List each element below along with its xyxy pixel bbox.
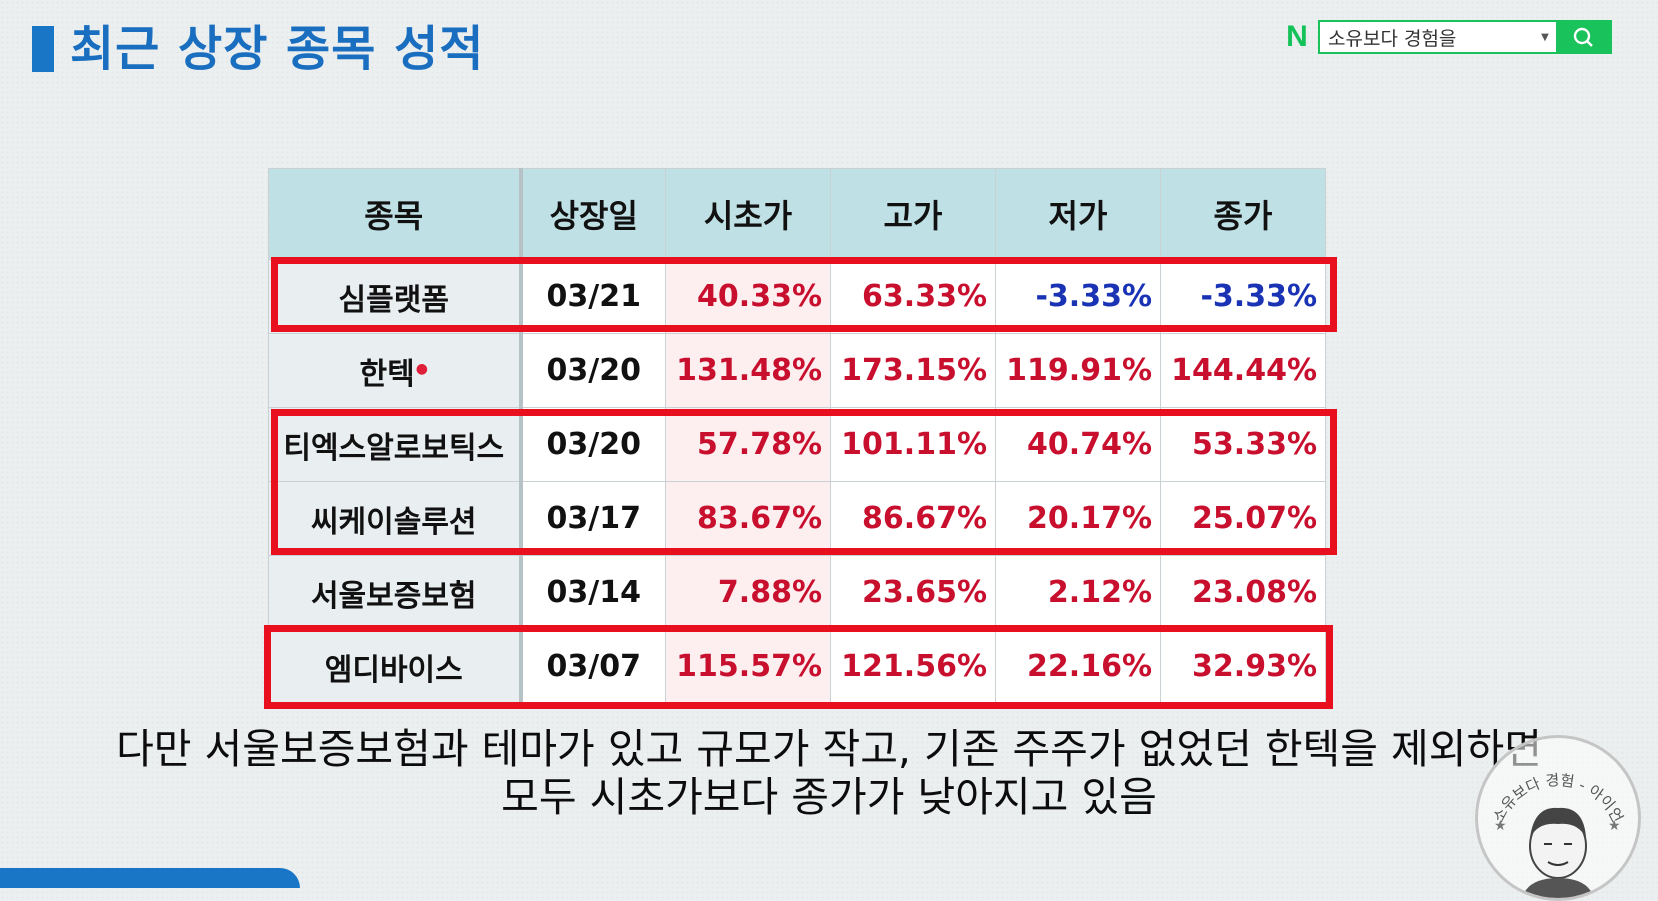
listing-date: 03/20 bbox=[520, 333, 666, 408]
table-row: 심플랫폼 03/21 40.33% 63.33% -3.33% -3.33% bbox=[268, 259, 1326, 334]
table-row: 서울보증보험 03/14 7.88% 23.65% 2.12% 23.08% bbox=[268, 555, 1326, 630]
close-change: 23.08% bbox=[1160, 555, 1326, 630]
stock-name: 티엑스알로보틱스 bbox=[268, 407, 523, 482]
high-change: 63.33% bbox=[830, 259, 996, 334]
low-change: 2.12% bbox=[995, 555, 1161, 630]
star-icon: ★ bbox=[1494, 818, 1507, 834]
search-button[interactable] bbox=[1556, 22, 1610, 52]
low-change: 119.91% bbox=[995, 333, 1161, 408]
open-change: 115.57% bbox=[665, 629, 831, 704]
search-box[interactable]: 소유보다 경험을 ▼ bbox=[1318, 20, 1612, 54]
stock-name: 엠디바이스 bbox=[268, 629, 523, 704]
open-change: 7.88% bbox=[665, 555, 831, 630]
page-title: 최근 상장 종목 성적 bbox=[70, 21, 485, 77]
ipo-results-table-container: 종목 상장일 시초가 고가 저가 종가 심플랫폼 03/21 40.33% 63… bbox=[268, 168, 1326, 704]
low-change: 22.16% bbox=[995, 629, 1161, 704]
open-change: 83.67% bbox=[665, 481, 831, 556]
open-change: 40.33% bbox=[665, 259, 831, 334]
naver-search-widget: N 소유보다 경험을 ▼ bbox=[1282, 20, 1612, 54]
title-accent-bar bbox=[32, 26, 54, 72]
search-icon bbox=[1573, 27, 1593, 47]
header-low-price: 저가 bbox=[995, 168, 1161, 260]
open-change: 131.48% bbox=[665, 333, 831, 408]
close-change: -3.33% bbox=[1160, 259, 1326, 334]
listing-date: 03/17 bbox=[520, 481, 666, 556]
star-icon: ★ bbox=[1608, 818, 1621, 834]
table-row: 티엑스알로보틱스 03/20 57.78% 101.11% 40.74% 53.… bbox=[268, 407, 1326, 482]
high-change: 173.15% bbox=[830, 333, 996, 408]
close-change: 25.07% bbox=[1160, 481, 1326, 556]
ipo-results-table: 종목 상장일 시초가 고가 저가 종가 심플랫폼 03/21 40.33% 63… bbox=[268, 168, 1326, 704]
search-input[interactable]: 소유보다 경험을 bbox=[1328, 27, 1457, 50]
low-change: 20.17% bbox=[995, 481, 1161, 556]
stock-name: 한텍● bbox=[268, 333, 523, 408]
high-change: 121.56% bbox=[830, 629, 996, 704]
stock-name-text: 한텍 bbox=[359, 356, 415, 392]
caption-line-1: 다만 서울보증보험과 테마가 있고 규모가 작고, 기존 주주가 없었던 한텍을… bbox=[116, 725, 1542, 773]
high-change: 23.65% bbox=[830, 555, 996, 630]
table-row: 한텍● 03/20 131.48% 173.15% 119.91% 144.44… bbox=[268, 333, 1326, 408]
header-listing-date: 상장일 bbox=[520, 168, 666, 260]
header-close-price: 종가 bbox=[1160, 168, 1326, 260]
close-change: 144.44% bbox=[1160, 333, 1326, 408]
table-row: 엠디바이스 03/07 115.57% 121.56% 22.16% 32.93… bbox=[268, 629, 1326, 704]
stock-name: 서울보증보험 bbox=[268, 555, 523, 630]
header-high-price: 고가 bbox=[830, 168, 996, 260]
listing-date: 03/21 bbox=[520, 259, 666, 334]
listing-date: 03/20 bbox=[520, 407, 666, 482]
table-header-row: 종목 상장일 시초가 고가 저가 종가 bbox=[268, 168, 1326, 260]
channel-watermark-stamp: 소유보다 경험 - 아이언 ★ ★ bbox=[1475, 735, 1641, 901]
header-open-price: 시초가 bbox=[665, 168, 831, 260]
stock-name: 씨케이솔루션 bbox=[268, 481, 523, 556]
bottom-tab-strip bbox=[0, 868, 300, 888]
cursor-pointer-icon: ● bbox=[415, 360, 428, 377]
header-stock: 종목 bbox=[268, 168, 523, 260]
naver-logo: N bbox=[1286, 20, 1308, 53]
listing-date: 03/07 bbox=[520, 629, 666, 704]
low-change: -3.33% bbox=[995, 259, 1161, 334]
channel-logo-icon: 소유보다 경험 - 아이언 ★ ★ bbox=[1489, 771, 1627, 898]
listing-date: 03/14 bbox=[520, 555, 666, 630]
high-change: 101.11% bbox=[830, 407, 996, 482]
stock-name: 심플랫폼 bbox=[268, 259, 523, 334]
high-change: 86.67% bbox=[830, 481, 996, 556]
low-change: 40.74% bbox=[995, 407, 1161, 482]
caption-line-2: 모두 시초가보다 종가가 낮아지고 있음 bbox=[501, 773, 1157, 821]
dropdown-caret-icon[interactable]: ▼ bbox=[1541, 31, 1549, 43]
close-change: 32.93% bbox=[1160, 629, 1326, 704]
close-change: 53.33% bbox=[1160, 407, 1326, 482]
table-row: 씨케이솔루션 03/17 83.67% 86.67% 20.17% 25.07% bbox=[268, 481, 1326, 556]
open-change: 57.78% bbox=[665, 407, 831, 482]
